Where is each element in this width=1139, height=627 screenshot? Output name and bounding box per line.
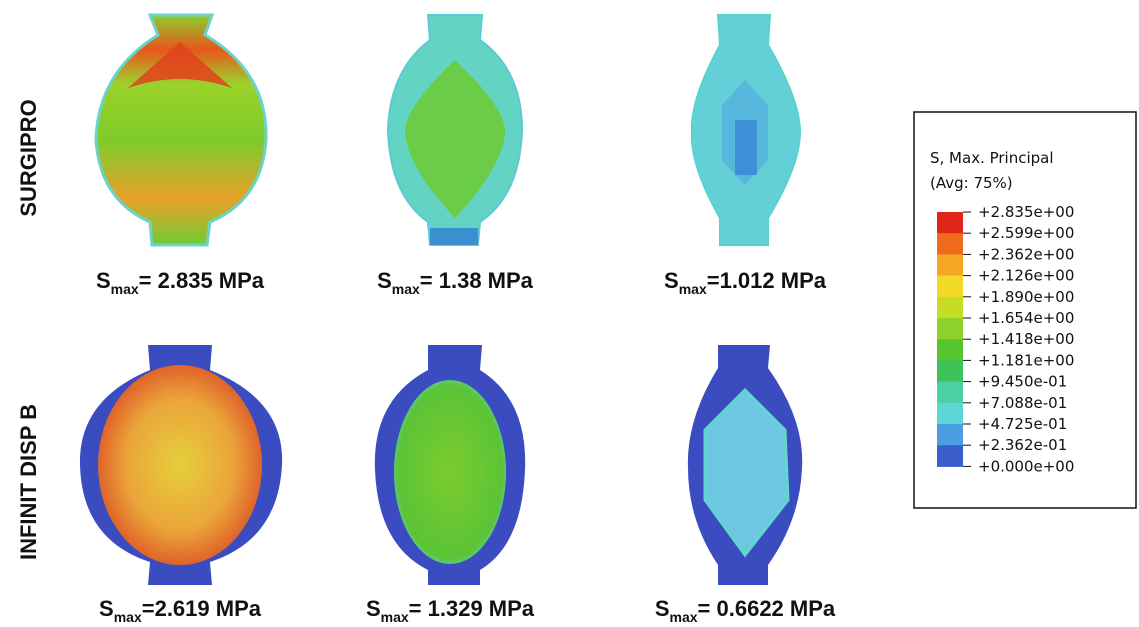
legend-level: +1.181e+00 <box>978 351 1074 369</box>
legend: S, Max. Principal (Avg: 75%) +2.835e+00 +… <box>914 112 1136 508</box>
legend-level: +9.450e-01 <box>978 373 1067 391</box>
color-band <box>937 445 963 467</box>
inner-core <box>735 120 757 175</box>
color-band <box>937 318 963 340</box>
contour-plots <box>80 15 802 585</box>
legend-level: +0.000e+00 <box>978 457 1074 475</box>
symbol: S <box>99 596 114 621</box>
legend-title: (Avg: 75%) <box>930 174 1013 192</box>
figure: SURGIPRO INFINIT DISP B Smax= 2.835 MPa … <box>0 0 1139 627</box>
color-band <box>937 297 963 319</box>
caption: Smax= 1.38 MPa <box>377 268 534 297</box>
page: SURGIPRO INFINIT DISP B Smax= 2.835 MPa … <box>0 0 1139 627</box>
legend-level: +2.599e+00 <box>978 224 1074 242</box>
symbol: S <box>96 268 111 293</box>
legend-level: +2.362e-01 <box>978 436 1067 454</box>
inner-region <box>394 380 506 564</box>
row-label: SURGIPRO <box>16 99 41 216</box>
color-band <box>937 212 963 234</box>
subscript: max <box>111 281 139 297</box>
color-band <box>937 403 963 425</box>
caption: Smax= 2.835 MPa <box>96 268 265 297</box>
symbol: S <box>377 268 392 293</box>
subscript: max <box>381 609 409 625</box>
color-band <box>937 276 963 298</box>
inner-region <box>98 365 262 565</box>
color-band <box>937 424 963 446</box>
caption: Smax= 1.329 MPa <box>366 596 535 625</box>
neck <box>430 228 478 245</box>
legend-title: S, Max. Principal <box>930 149 1054 167</box>
symbol: S <box>664 268 679 293</box>
subscript: max <box>679 281 707 297</box>
color-band <box>937 360 963 382</box>
value-text: = 2.835 MPa <box>139 268 265 293</box>
caption: Smax=1.012 MPa <box>664 268 827 297</box>
row-label: INFINIT DISP B <box>16 404 41 560</box>
color-band <box>937 233 963 255</box>
legend-level: +2.126e+00 <box>978 267 1074 285</box>
color-band <box>937 254 963 276</box>
caption: Smax=2.619 MPa <box>99 596 262 625</box>
subscript: max <box>670 609 698 625</box>
legend-level: +1.418e+00 <box>978 330 1074 348</box>
legend-level: +1.890e+00 <box>978 288 1074 306</box>
value-text: = 1.329 MPa <box>409 596 535 621</box>
value-text: =2.619 MPa <box>142 596 262 621</box>
legend-level: +7.088e-01 <box>978 394 1067 412</box>
subscript: max <box>392 281 420 297</box>
legend-level: +2.362e+00 <box>978 245 1074 263</box>
legend-level: +4.725e-01 <box>978 415 1067 433</box>
color-band <box>937 339 963 361</box>
legend-level: +2.835e+00 <box>978 203 1074 221</box>
legend-level: +1.654e+00 <box>978 309 1074 327</box>
symbol: S <box>655 596 670 621</box>
value-text: = 1.38 MPa <box>420 268 534 293</box>
color-band <box>937 382 963 404</box>
caption: Smax= 0.6622 MPa <box>655 596 836 625</box>
value-text: = 0.6622 MPa <box>698 596 836 621</box>
value-text: =1.012 MPa <box>707 268 827 293</box>
subscript: max <box>114 609 142 625</box>
symbol: S <box>366 596 381 621</box>
